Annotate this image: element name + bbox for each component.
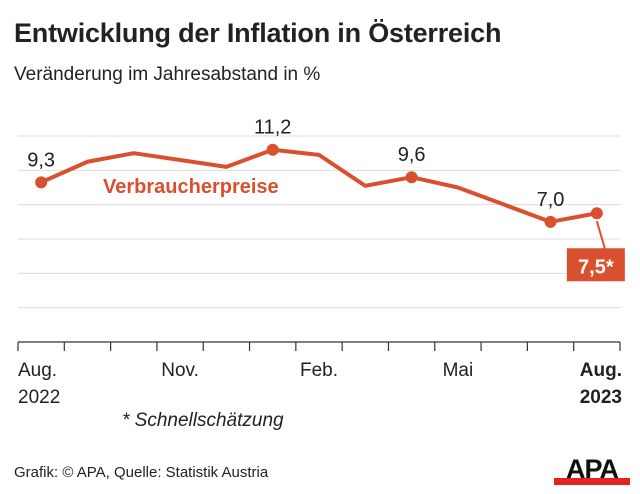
x-tick-label: Aug. — [18, 360, 57, 381]
apa-logo: APA — [554, 456, 630, 485]
data-label: 7,5* — [578, 256, 614, 278]
data-label: 9,6 — [398, 144, 426, 166]
x-tick-label: Feb. — [300, 360, 338, 381]
data-label: 9,3 — [27, 149, 55, 171]
data-point — [35, 176, 48, 189]
x-tick-label: Aug. — [580, 360, 622, 381]
data-label: 7,0 — [537, 189, 565, 211]
chart-subtitle: Veränderung im Jahresabstand in % — [14, 64, 321, 85]
footnote: * Schnellschätzung — [122, 410, 284, 431]
chart-title: Entwicklung der Inflation in Österreich — [14, 18, 502, 48]
x-tick-label: Nov. — [161, 360, 199, 381]
source-credit: Grafik: © APA, Quelle: Statistik Austria — [14, 464, 269, 481]
callout-box — [566, 248, 625, 282]
x-tick-label-year: 2023 — [580, 387, 622, 408]
x-tick-label-year: 2022 — [18, 387, 60, 408]
data-point — [266, 143, 279, 156]
data-point — [590, 207, 603, 220]
series-line-verbraucherpreise — [40, 147, 598, 224]
series-label: Verbraucherpreise — [103, 176, 279, 198]
data-label: 11,2 — [254, 117, 291, 139]
x-tick-label: Mai — [443, 360, 474, 381]
data-point — [544, 215, 557, 228]
data-point — [405, 171, 418, 184]
